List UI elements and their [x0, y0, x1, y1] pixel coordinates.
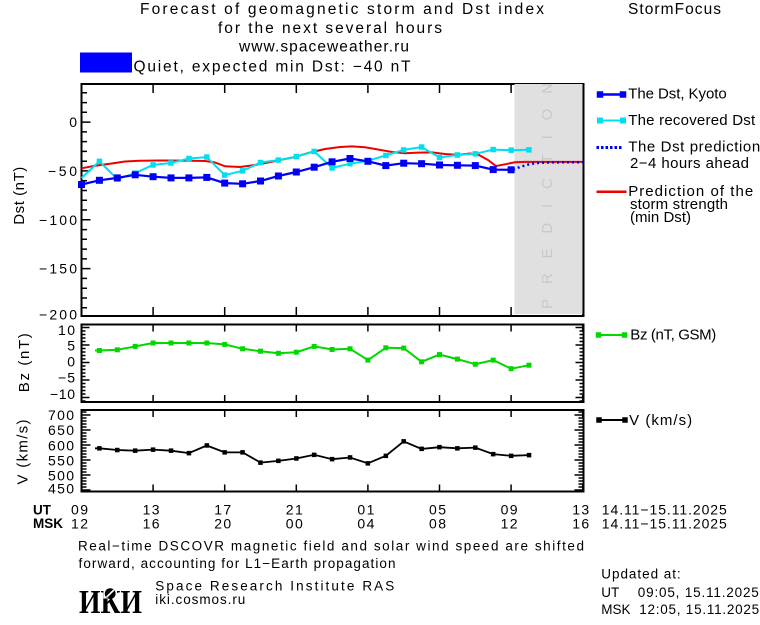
svg-text:UT: UT [33, 503, 52, 518]
svg-text:0: 0 [69, 114, 77, 130]
svg-text:13: 13 [572, 502, 589, 518]
svg-text:Real−time DSCOVR magnetic fiel: Real−time DSCOVR magnetic field and sola… [78, 539, 584, 554]
svg-text:Bz (nT): Bz (nT) [16, 333, 33, 392]
svg-text:0: 0 [67, 354, 75, 370]
svg-text:05: 05 [429, 502, 446, 518]
svg-text:550: 550 [48, 453, 74, 469]
svg-text:450: 450 [48, 481, 74, 497]
svg-text:12:05, 15.11.2025: 12:05, 15.11.2025 [639, 602, 759, 617]
svg-text:Updated at:: Updated at: [601, 567, 680, 582]
svg-text:2−4 hours ahead: 2−4 hours ahead [630, 155, 749, 172]
svg-text:−50: −50 [48, 163, 77, 179]
svg-text:The recovered Dst: The recovered Dst [628, 112, 756, 129]
svg-text:16: 16 [143, 516, 160, 532]
svg-text:Dst (nT): Dst (nT) [11, 167, 28, 225]
svg-text:−10: −10 [50, 386, 75, 402]
svg-text:The Dst prediction: The Dst prediction [628, 139, 760, 156]
svg-text:StormFocus: StormFocus [628, 1, 721, 18]
svg-text:Bz (nT, GSM): Bz (nT, GSM) [630, 327, 716, 344]
svg-text:700: 700 [48, 407, 74, 423]
svg-text:Prediction of the: Prediction of the [628, 183, 753, 200]
svg-text:01: 01 [357, 502, 374, 518]
svg-text:09:05, 15.11.2025: 09:05, 15.11.2025 [638, 585, 759, 600]
svg-text:21: 21 [286, 502, 303, 518]
svg-text:09: 09 [501, 502, 518, 518]
svg-text:MSK: MSK [33, 516, 63, 531]
svg-text:storm strength: storm strength [630, 196, 728, 213]
svg-text:09: 09 [71, 502, 88, 518]
svg-text:650: 650 [48, 422, 74, 438]
svg-text:13: 13 [143, 502, 160, 518]
svg-text:04: 04 [357, 516, 374, 532]
svg-text:MSK: MSK [601, 602, 630, 617]
svg-text:UT: UT [601, 585, 619, 600]
svg-text:for the next several hours: for the next several hours [218, 20, 442, 37]
svg-text:14.11−15.11.2025: 14.11−15.11.2025 [602, 516, 727, 532]
svg-text:20: 20 [214, 516, 231, 532]
svg-text:12: 12 [501, 516, 518, 532]
svg-text:−5: −5 [58, 370, 75, 386]
svg-text:The Dst, Kyoto: The Dst, Kyoto [628, 86, 727, 103]
svg-text:12: 12 [71, 516, 88, 532]
svg-text:forward, accounting for L1−Ear: forward, accounting for L1−Earth propaga… [79, 556, 396, 571]
svg-text:600: 600 [48, 438, 74, 454]
svg-text:16: 16 [572, 516, 589, 532]
svg-text:00: 00 [286, 516, 303, 532]
svg-text:08: 08 [429, 516, 446, 532]
svg-text:5: 5 [67, 338, 75, 354]
svg-text:10: 10 [58, 322, 75, 338]
svg-text:500: 500 [48, 468, 74, 484]
svg-text:V (km/s): V (km/s) [629, 412, 692, 429]
svg-text:(min Dst): (min Dst) [630, 209, 691, 226]
svg-text:17: 17 [214, 502, 231, 518]
svg-text:Space Research Institute RAS: Space Research Institute RAS [155, 579, 394, 594]
svg-text:iki.cosmos.ru: iki.cosmos.ru [155, 592, 245, 607]
svg-text:www.spaceweather.ru: www.spaceweather.ru [238, 39, 409, 56]
svg-text:14.11−15.11.2025: 14.11−15.11.2025 [602, 502, 727, 518]
svg-text:V (km/s): V (km/s) [15, 420, 32, 485]
svg-text:Quiet, expected min Dst: −40 n: Quiet, expected min Dst: −40 nT [134, 59, 412, 76]
